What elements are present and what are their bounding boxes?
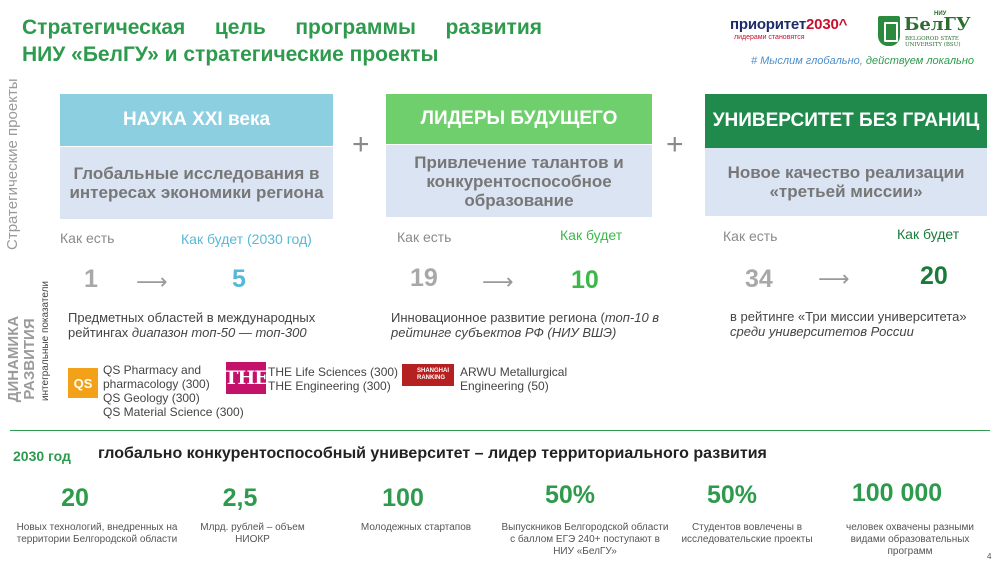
project-body-leaders: Привлечение талантов и конкурентоспособн… <box>386 145 652 217</box>
stat-value: 100 000 <box>851 479 943 507</box>
plus-sign: + <box>352 128 370 161</box>
ranking-item: ARWU Metallurgical <box>460 365 568 379</box>
ranking-item: Engineering (50) <box>460 379 549 393</box>
project-body-university: Новое качество реализации «третьей мисси… <box>705 148 987 216</box>
future-value: 10 <box>571 266 599 294</box>
arrow-right-icon: ⟶ <box>136 269 168 294</box>
side-label-integral: интегральные показатели <box>40 280 51 402</box>
now-value: 19 <box>410 264 438 292</box>
metric-description-italic: топ-10 в рейтинге субъектов РФ (НИУ ВШЭ) <box>391 310 660 340</box>
metric-description-text: Предметных областей в международных рейт… <box>68 310 316 340</box>
prioritet-logo-tagline: лидерами становятся <box>734 34 805 41</box>
project-head-leaders: ЛИДЕРЫ БУДУЩЕГО <box>386 94 652 144</box>
stat-value: 50% <box>544 481 596 509</box>
slogan-part-2: действуем локально <box>865 55 974 67</box>
prioritet-logo-mark: ^ <box>838 16 848 33</box>
shanghai-logo-line1: SHANGHAI <box>417 368 450 374</box>
stat-value: 20 <box>61 484 89 512</box>
belgu-crest-icon <box>878 16 900 46</box>
side-label-dynamics: ДИНАМИКА РАЗВИТИЯ <box>5 304 38 414</box>
stat-text: Выпускников Белгородской области с балло… <box>501 522 669 557</box>
slogan: # Мыслим глобально, действуем локально <box>712 55 974 67</box>
qs-logo: QS <box>68 368 98 398</box>
belgu-logo-niu: НИУ <box>934 11 947 17</box>
side-label-strategic: Стратегические проекты <box>4 78 21 250</box>
ranking-item: THE Life Sciences (300) <box>268 365 399 379</box>
ranking-item: pharmacology (300) <box>103 377 210 391</box>
the-logo: THE <box>224 362 269 394</box>
belgu-logo-name: БелГУ <box>904 14 971 35</box>
project-head-university: УНИВЕРСИТЕТ БЕЗ ГРАНИЦ <box>705 94 987 148</box>
future-value: 5 <box>232 265 246 293</box>
stat-text: Молодежных стартапов <box>360 522 472 533</box>
metric-description: в рейтинге «Три миссии университета» сре… <box>730 309 998 339</box>
prioritet-logo-word: приоритет <box>730 16 807 33</box>
metric-description-text: в рейтинге «Три миссии университета» <box>730 309 967 324</box>
belgu-logo: НИУ БелГУ BELGOROD STATE UNIVERSITY (BSU… <box>878 11 978 54</box>
stat-text: Новых технологий, внедренных на территор… <box>16 522 178 545</box>
the-rankings-list: THE Life Sciences (300) THE Engineering … <box>268 365 398 393</box>
arrow-right-icon: ⟶ <box>818 266 850 291</box>
future-label: Как будет <box>897 226 960 242</box>
now-label: Как есть <box>60 230 115 246</box>
metric-description: Предметных областей в международных рейт… <box>68 310 358 340</box>
now-label: Как есть <box>723 228 778 244</box>
page-number: 4 <box>987 552 992 561</box>
metric-description-italic: среди университетов России <box>730 324 914 339</box>
now-label: Как есть <box>397 229 452 245</box>
project-head-science: НАУКА XXI века <box>60 94 333 146</box>
stat-value: 2,5 <box>222 484 258 512</box>
page-title: Стратегическая цель программы развития Н… <box>22 14 542 68</box>
belgu-logo-subtitle: BELGOROD STATE UNIVERSITY (BSU) <box>905 36 961 48</box>
plus-sign: + <box>666 128 684 161</box>
metric-description: Инновационное развитие региона (топ-10 в… <box>391 310 691 340</box>
stat-text: человек охвачены разными видами образова… <box>846 522 974 557</box>
metric-description-text: Инновационное развитие региона ( <box>391 310 605 325</box>
stat-value: 100 <box>382 484 424 512</box>
future-label: Как будет (2030 год) <box>181 231 312 247</box>
now-value: 1 <box>84 265 98 293</box>
ranking-item: THE Engineering (300) <box>268 379 391 393</box>
future-value: 20 <box>920 262 948 290</box>
prioritet-logo-year: 2030 <box>806 16 839 33</box>
ranking-item: QS Material Science (300) <box>103 405 244 419</box>
now-value: 34 <box>745 265 773 293</box>
future-label: Как будет <box>560 227 623 243</box>
qs-rankings-list: QS Pharmacy and pharmacology (300) QS Ge… <box>103 363 244 419</box>
arwu-rankings-list: ARWU Metallurgical Engineering (50) <box>460 365 567 393</box>
title-line-2: НИУ «БелГУ» и стратегические проекты <box>22 43 439 66</box>
metric-description-italic: диапазон топ-50 — топ-300 <box>131 325 307 340</box>
divider <box>10 430 990 431</box>
stat-text: Млрд. рублей – объем НИОКР <box>200 522 305 545</box>
ranking-item: QS Geology (300) <box>103 391 200 405</box>
goal-year: 2030 год <box>13 448 71 464</box>
prioritet-2030-logo: приоритет2030^ лидерами становятся <box>730 16 864 48</box>
arrow-right-icon: ⟶ <box>482 269 514 294</box>
ranking-item: QS Pharmacy and <box>103 363 202 377</box>
side-label-dynamics-line2: РАЗВИТИЯ <box>21 318 38 400</box>
stat-text: Студентов вовлечены в исследовательские … <box>681 522 813 545</box>
title-line-1: Стратегическая цель программы развития <box>22 16 542 39</box>
side-label-dynamics-line1: ДИНАМИКА <box>5 315 22 403</box>
slogan-part-1: # Мыслим глобально, <box>750 55 866 67</box>
shanghai-ranking-logo: SHANGHAI RANKING <box>402 364 454 386</box>
goal-text: глобально конкурентоспособный университе… <box>98 445 767 462</box>
shanghai-logo-line2: RANKING <box>417 375 445 381</box>
stat-value: 50% <box>706 481 758 509</box>
project-body-science: Глобальные исследования в интересах экон… <box>60 147 333 219</box>
